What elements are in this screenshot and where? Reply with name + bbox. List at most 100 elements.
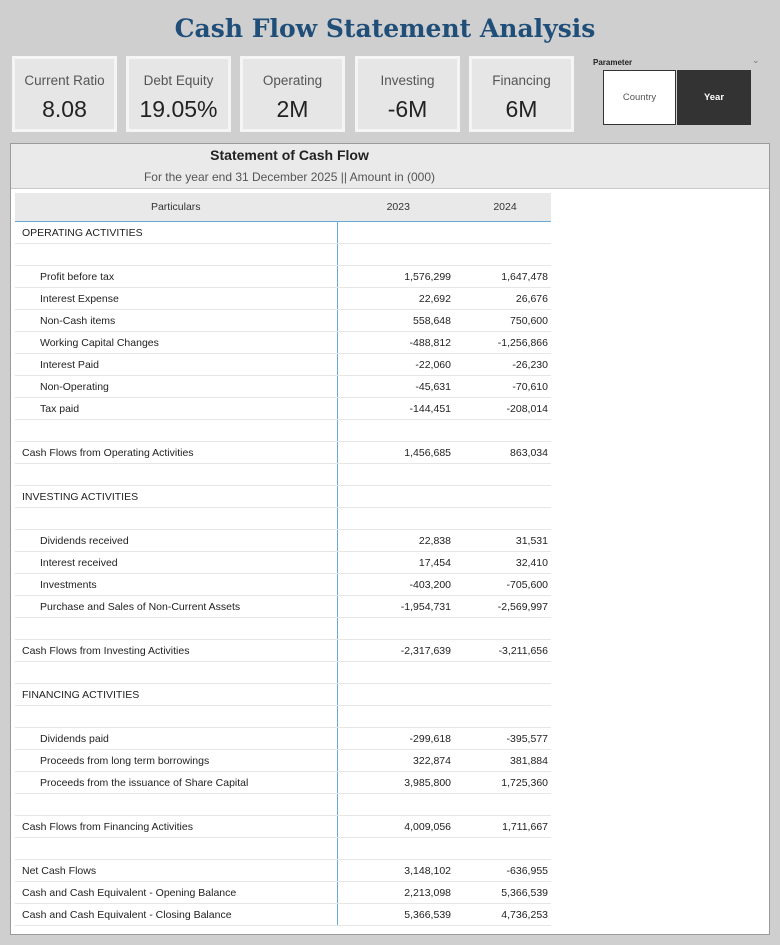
value-2024 bbox=[459, 661, 551, 684]
value-2023 bbox=[336, 485, 459, 508]
value-2024 bbox=[459, 507, 551, 530]
kpi-value: 6M bbox=[505, 96, 538, 122]
slicer-option-country[interactable]: Country bbox=[603, 70, 676, 125]
row-label: INVESTING ACTIVITIES bbox=[15, 485, 337, 508]
value-2024: 31,531 bbox=[459, 529, 551, 552]
table-row bbox=[15, 419, 551, 442]
value-2023 bbox=[336, 419, 459, 442]
table-header-row: Particulars 2023 2024 bbox=[15, 193, 551, 222]
row-label bbox=[15, 837, 337, 860]
value-2024: -26,230 bbox=[459, 353, 551, 376]
kpi-value: 2M bbox=[276, 96, 309, 122]
row-label: Working Capital Changes bbox=[15, 331, 337, 354]
table-row bbox=[15, 793, 551, 816]
row-label bbox=[15, 419, 337, 442]
table-row: Interest Paid -22,060 -26,230 bbox=[15, 353, 551, 376]
table-row bbox=[15, 463, 551, 486]
row-label: Profit before tax bbox=[15, 265, 337, 288]
value-2023: -1,954,731 bbox=[336, 595, 459, 618]
value-2024: 863,034 bbox=[459, 441, 551, 464]
value-2024: 4,736,253 bbox=[459, 903, 551, 926]
row-label: Dividends received bbox=[15, 529, 337, 552]
value-2024 bbox=[459, 221, 551, 244]
row-label: Cash Flows from Financing Activities bbox=[15, 815, 337, 838]
value-2023: -299,618 bbox=[336, 727, 459, 750]
table-row: Working Capital Changes -488,812 -1,256,86… bbox=[15, 331, 551, 354]
value-2023: -2,317,639 bbox=[336, 639, 459, 662]
row-label: OPERATING ACTIVITIES bbox=[15, 221, 337, 244]
value-2024 bbox=[459, 485, 551, 508]
value-2023: -22,060 bbox=[336, 353, 459, 376]
statement-header: Statement of Cash Flow For the year end … bbox=[11, 144, 769, 189]
row-label: Cash Flows from Investing Activities bbox=[15, 639, 337, 662]
slicer-option-year[interactable]: Year bbox=[677, 70, 751, 125]
column-header-particulars[interactable]: Particulars bbox=[15, 193, 337, 222]
value-2023: 17,454 bbox=[336, 551, 459, 574]
row-label: Proceeds from long term borrowings bbox=[15, 749, 337, 772]
value-2023 bbox=[336, 617, 459, 640]
kpi-label: Current Ratio bbox=[24, 73, 105, 88]
value-2023: -488,812 bbox=[336, 331, 459, 354]
value-2024: -3,211,656 bbox=[459, 639, 551, 662]
value-2023 bbox=[336, 837, 459, 860]
row-label bbox=[15, 661, 337, 684]
row-label: Proceeds from the issuance of Share Capi… bbox=[15, 771, 337, 794]
row-label: Non-Operating bbox=[15, 375, 337, 398]
value-2023 bbox=[336, 463, 459, 486]
value-2023 bbox=[336, 793, 459, 816]
cash-flow-statement-panel: Statement of Cash Flow For the year end … bbox=[10, 143, 770, 935]
value-2024: 26,676 bbox=[459, 287, 551, 310]
value-2023: -144,451 bbox=[336, 397, 459, 420]
row-label: Non-Cash items bbox=[15, 309, 337, 332]
value-2024: 1,647,478 bbox=[459, 265, 551, 288]
kpi-label: Debt Equity bbox=[143, 73, 214, 88]
value-2024 bbox=[459, 617, 551, 640]
row-label: Interest Paid bbox=[15, 353, 337, 376]
table-row: FINANCING ACTIVITIES bbox=[15, 683, 551, 706]
value-2023: -403,200 bbox=[336, 573, 459, 596]
table-row: Cash and Cash Equivalent - Closing Balan… bbox=[15, 903, 551, 926]
value-2024: 1,711,667 bbox=[459, 815, 551, 838]
kpi-card-current-ratio: Current Ratio 8.08 bbox=[12, 56, 117, 132]
value-2023: 3,985,800 bbox=[336, 771, 459, 794]
value-2023 bbox=[336, 705, 459, 728]
table-row: Non-Cash items 558,648 750,600 bbox=[15, 309, 551, 332]
value-2023: 558,648 bbox=[336, 309, 459, 332]
table-row: Non-Operating -45,631 -70,610 bbox=[15, 375, 551, 398]
page-title: Cash Flow Statement Analysis bbox=[174, 14, 596, 43]
value-2023: 4,009,056 bbox=[336, 815, 459, 838]
value-2023: 3,148,102 bbox=[336, 859, 459, 882]
value-2024: -705,600 bbox=[459, 573, 551, 596]
table-row bbox=[15, 507, 551, 530]
row-label: Interest received bbox=[15, 551, 337, 574]
value-2024: 32,410 bbox=[459, 551, 551, 574]
table-row bbox=[15, 661, 551, 684]
value-2024: 5,366,539 bbox=[459, 881, 551, 904]
row-label: Tax paid bbox=[15, 397, 337, 420]
value-2024 bbox=[459, 463, 551, 486]
row-label bbox=[15, 617, 337, 640]
row-label bbox=[15, 507, 337, 530]
value-2024 bbox=[459, 793, 551, 816]
table-row: Purchase and Sales of Non-Current Assets… bbox=[15, 595, 551, 618]
column-header-2023[interactable]: 2023 bbox=[336, 193, 459, 222]
value-2024: -1,256,866 bbox=[459, 331, 551, 354]
row-label: Dividends paid bbox=[15, 727, 337, 750]
table-row: Cash Flows from Operating Activities 1,45… bbox=[15, 441, 551, 464]
value-2023: 2,213,098 bbox=[336, 881, 459, 904]
row-label: Interest Expense bbox=[15, 287, 337, 310]
value-2024: 1,725,360 bbox=[459, 771, 551, 794]
value-2023: 5,366,539 bbox=[336, 903, 459, 926]
row-label bbox=[15, 243, 337, 266]
value-2023 bbox=[336, 661, 459, 684]
value-2024 bbox=[459, 705, 551, 728]
chevron-down-icon[interactable]: ⌄ bbox=[752, 55, 760, 65]
kpi-label: Financing bbox=[492, 73, 551, 88]
row-label: Net Cash Flows bbox=[15, 859, 337, 882]
value-2023 bbox=[336, 683, 459, 706]
value-2023 bbox=[336, 243, 459, 266]
table-row: Interest Expense 22,692 26,676 bbox=[15, 287, 551, 310]
column-header-2024[interactable]: 2024 bbox=[459, 193, 551, 222]
table-row: Tax paid -144,451 -208,014 bbox=[15, 397, 551, 420]
table-row bbox=[15, 243, 551, 266]
